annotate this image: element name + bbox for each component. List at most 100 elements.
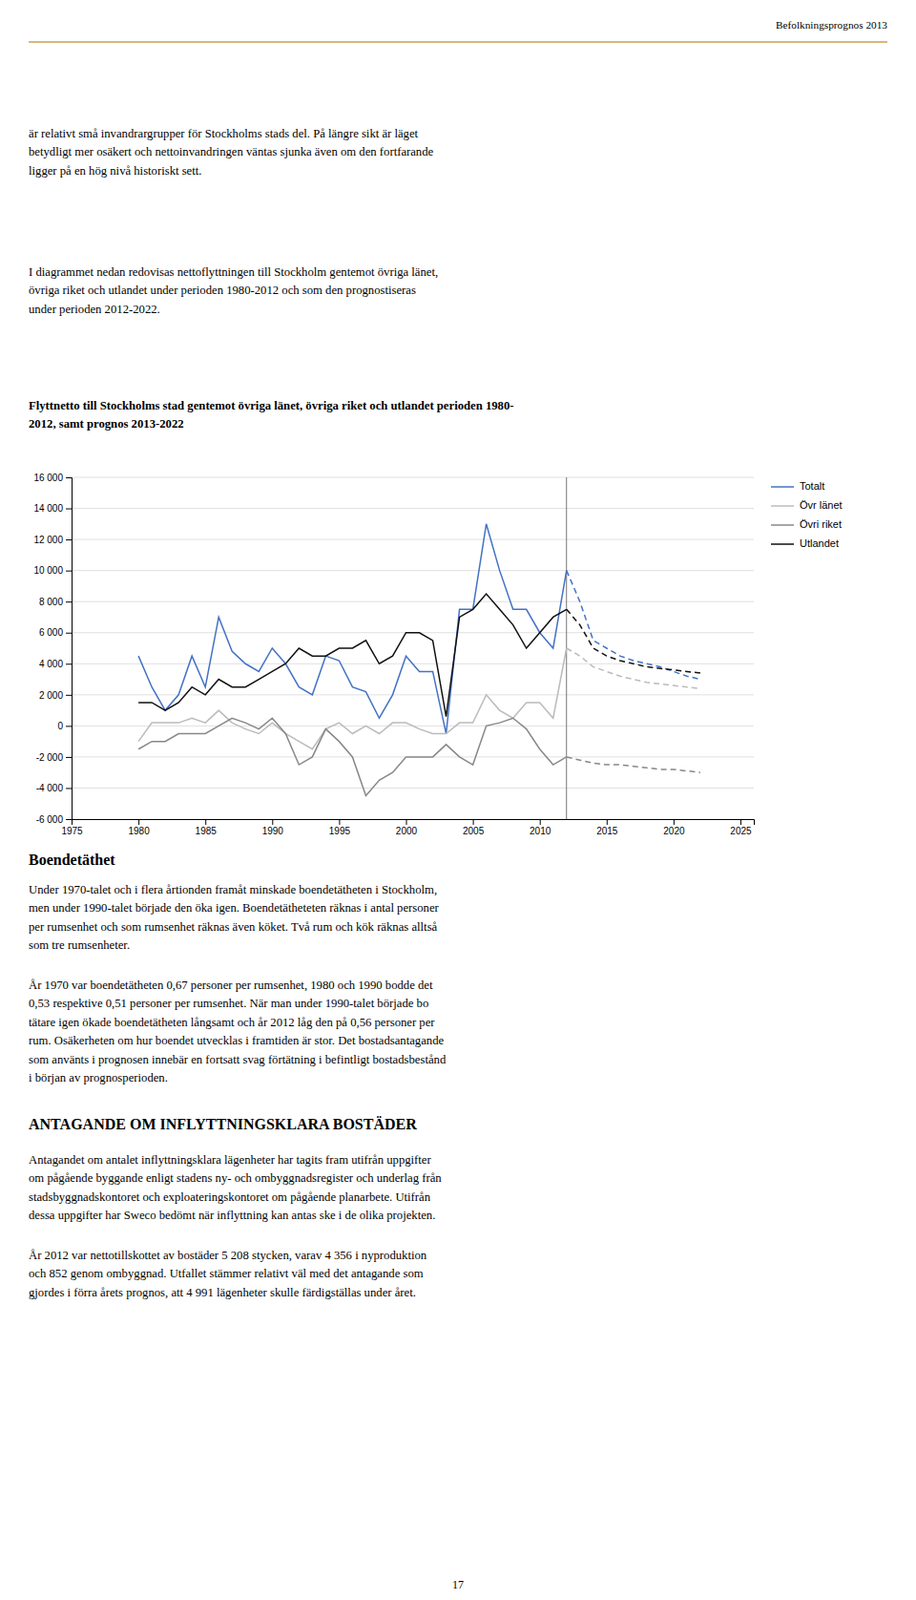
chart: -6 000 -4 000 -2 000 0 2 000 4 000 6 000 8 000 1… xyxy=(33,472,842,836)
axis-line xyxy=(72,819,755,826)
tick-mark xyxy=(65,663,72,665)
tick-mark xyxy=(271,818,273,825)
paragraph-line: I diagrammet nedan redovisas nettoflyttn… xyxy=(28,265,438,279)
y-axis: -6 000 -4 000 -2 000 0 2 000 4 000 6 000 8 000 1… xyxy=(33,472,72,825)
legend-item: Utlandet xyxy=(770,537,839,549)
grid-line xyxy=(71,787,754,789)
legend-swatch xyxy=(770,504,794,507)
paragraph-line: År 2012 var nettotillskottet av bostäder… xyxy=(28,1248,428,1262)
tick-mark xyxy=(65,508,72,510)
paragraph-line: som använts i prognosen innebär en forts… xyxy=(28,1052,447,1066)
legend-label: Utlandet xyxy=(799,537,839,549)
tick-label: 6 000 xyxy=(39,626,63,638)
tick-label: 1980 xyxy=(127,825,150,836)
series-line xyxy=(138,523,567,734)
paragraph-line: i början av prognosperioden. xyxy=(28,1070,168,1084)
series-line xyxy=(138,593,567,717)
tick: 1975 xyxy=(61,818,84,836)
paragraph-line: År 1970 var boendetätheten 0,67 personer… xyxy=(28,978,434,992)
paragraph-line: Antagandet om antalet inflyttningsklara … xyxy=(28,1152,432,1166)
grid-line xyxy=(71,507,754,509)
tick: 10 000 xyxy=(33,564,72,576)
tick: -2 000 xyxy=(36,751,72,763)
tick-mark xyxy=(473,818,475,825)
tick-label: 2025 xyxy=(729,825,752,836)
tick-label: 2 000 xyxy=(39,689,63,701)
grid-line xyxy=(71,569,754,571)
legend-label: Övri riket xyxy=(799,518,842,530)
series-line xyxy=(566,756,701,772)
grid-line xyxy=(71,477,754,479)
legend-item: Övri riket xyxy=(770,518,842,530)
tick-mark xyxy=(138,818,140,825)
series-line xyxy=(566,608,701,673)
grid-line xyxy=(71,539,754,541)
tick-label: 2010 xyxy=(529,825,552,836)
grid-line xyxy=(71,693,754,695)
tick-mark xyxy=(71,818,73,825)
paragraph-line: Under 1970-talet och i flera årtionden f… xyxy=(28,882,438,896)
tick: -4 000 xyxy=(36,782,72,793)
tick-mark xyxy=(540,818,542,825)
series-line xyxy=(566,570,701,680)
tick: 14 000 xyxy=(33,502,72,514)
tick-mark xyxy=(606,818,608,825)
legend-item: Totalt xyxy=(770,479,825,492)
tick: 1990 xyxy=(262,818,285,836)
legend-item: Övr länet xyxy=(770,499,843,511)
tick-label: -4 000 xyxy=(36,782,64,793)
legend-swatch xyxy=(770,485,794,488)
plot-marks xyxy=(138,477,701,819)
tick-label: 8 000 xyxy=(39,596,63,607)
tick-mark xyxy=(65,632,72,634)
tick-label: 2005 xyxy=(462,825,485,836)
tick-label: 1990 xyxy=(262,825,285,836)
tick-label: 1985 xyxy=(195,825,218,836)
paragraph-line: gjordes i förra årets prognos, att 4 991… xyxy=(28,1285,417,1299)
paragraph-line: betydligt mer osäkert och nettoinvandrin… xyxy=(28,145,435,159)
tick: 2020 xyxy=(663,818,686,836)
page-number: 17 xyxy=(452,1577,464,1591)
tick: 1985 xyxy=(195,818,218,836)
paragraph-line: dessa uppgifter har Sweco bedömt när inf… xyxy=(28,1207,436,1222)
tick-label: 1975 xyxy=(61,825,84,836)
tick-mark xyxy=(65,787,72,789)
tick: 8 000 xyxy=(39,596,72,607)
tick-mark xyxy=(65,570,72,572)
grid-line xyxy=(71,601,754,603)
tick-mark xyxy=(740,818,742,825)
tick-mark xyxy=(65,601,72,603)
legend-swatch xyxy=(770,542,794,545)
tick-mark xyxy=(338,818,340,825)
tick-label: 4 000 xyxy=(39,658,63,669)
tick: 2 000 xyxy=(39,689,72,701)
page: Befolkningsprognos 2013är relativt små i… xyxy=(0,0,916,1600)
tick-mark xyxy=(65,539,72,541)
tick-label: -6 000 xyxy=(36,813,64,825)
tick-label: 0 xyxy=(57,720,63,731)
chart-title: 2012, samt prognos 2013-2022 xyxy=(28,416,185,431)
legend-label: Övr länet xyxy=(799,499,843,511)
paragraph-line: om pågående byggande enligt stadens ny- … xyxy=(28,1170,442,1185)
tick: 12 000 xyxy=(33,534,72,545)
tick-mark xyxy=(405,818,407,825)
tick: 2000 xyxy=(395,818,418,836)
tick-label: 16 000 xyxy=(33,472,63,483)
paragraph-line: är relativt små invandrargrupper för Sto… xyxy=(28,126,419,141)
tick: 1995 xyxy=(329,818,352,836)
tick: 2025 xyxy=(729,818,752,836)
paragraph-line: stadsbyggnadskontoret och exploateringsk… xyxy=(28,1189,432,1204)
legend-swatch xyxy=(770,523,794,526)
series-line xyxy=(138,717,567,795)
tick-mark xyxy=(65,477,72,479)
paragraph-line: 0,53 respektive 0,51 personer per rumsen… xyxy=(28,996,429,1010)
tick-label: 2020 xyxy=(663,825,686,836)
section-title: Boendetäthet xyxy=(28,851,116,868)
tick: 16 000 xyxy=(33,472,72,483)
grid xyxy=(71,477,754,819)
tick: 2005 xyxy=(462,818,485,836)
tick-label: -2 000 xyxy=(36,751,64,763)
tick-mark xyxy=(65,725,72,727)
tick-mark xyxy=(673,818,675,825)
paragraph-line: men under 1990-talet började den öka ige… xyxy=(28,900,440,915)
